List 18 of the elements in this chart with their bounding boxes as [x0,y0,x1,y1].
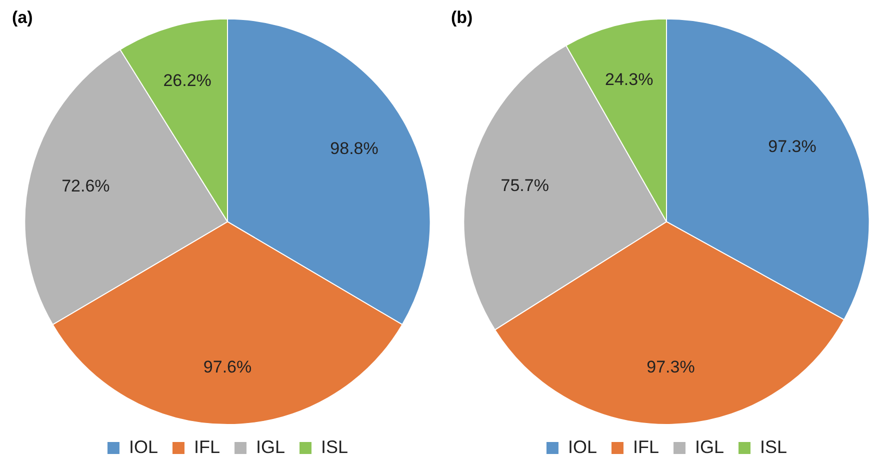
legend-label: IOL [568,436,597,457]
data-label: 72.6% [62,176,110,196]
data-label: 26.2% [163,71,212,90]
legend-label: IGL [256,436,286,457]
data-label: 75.7% [500,176,549,195]
legend-label: ISL [760,436,788,457]
legend-label: IFL [194,436,220,457]
legend-label: IOL [128,436,158,457]
legend-label: IGL [694,436,724,457]
data-label: 97.6% [203,357,252,376]
legend-label: IFL [632,436,660,457]
data-label: 97.3% [646,357,695,376]
chart-title: (a) [12,8,33,27]
data-label: 24.3% [604,70,654,90]
legend-label: ISL [321,436,348,457]
data-label: 97.3% [768,137,816,156]
data-label: 98.8% [330,138,378,158]
chart-title: (b) [451,8,473,27]
